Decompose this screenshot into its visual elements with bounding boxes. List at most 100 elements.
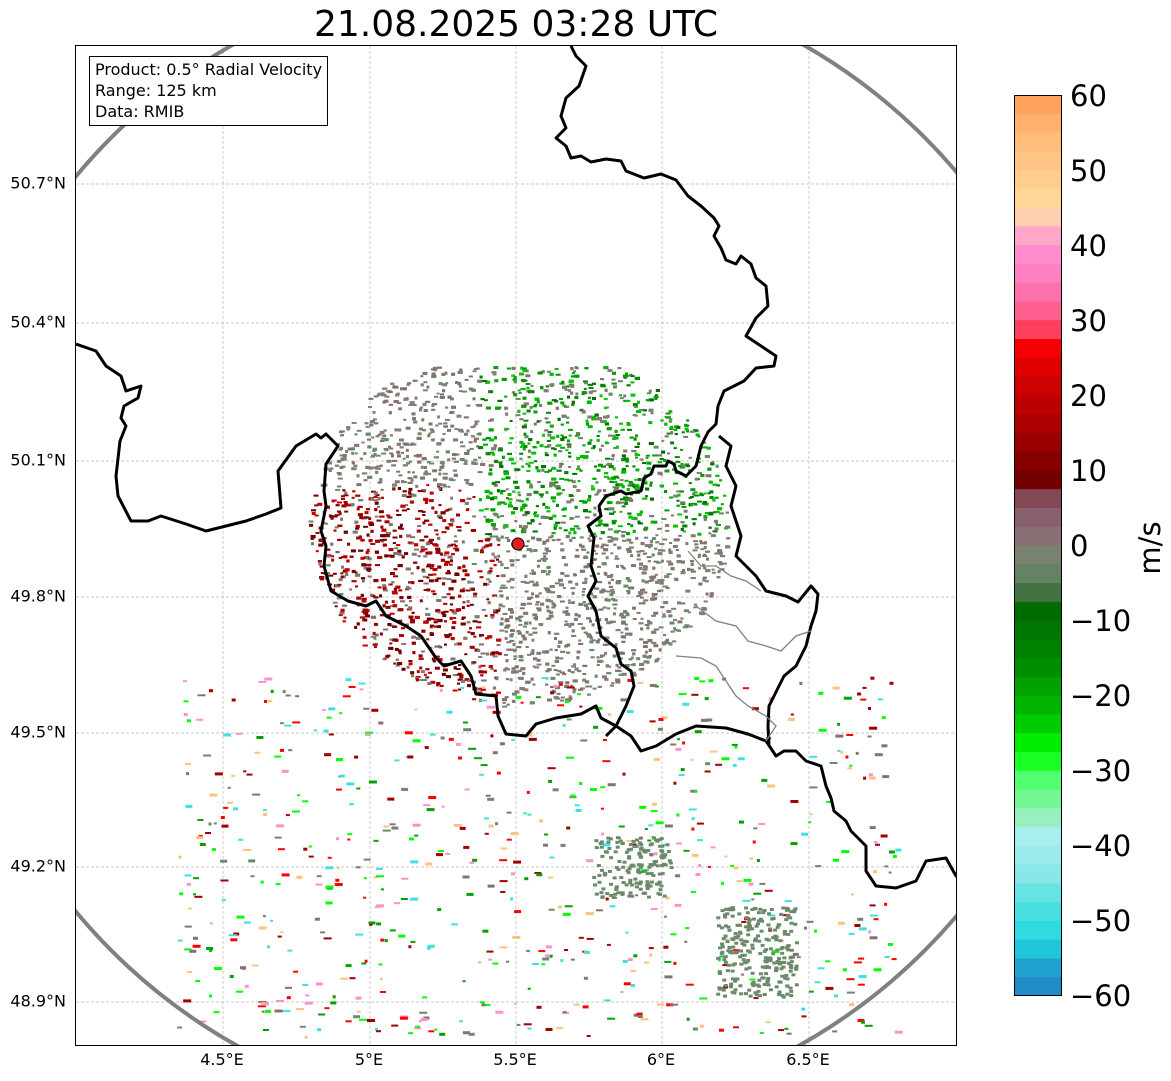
- echo-pixel: [209, 949, 213, 952]
- echo-pixel: [516, 499, 522, 502]
- echo-pixel: [825, 960, 831, 963]
- echo-pixel: [526, 386, 530, 389]
- echo-pixel: [564, 685, 569, 688]
- echo-pixel: [416, 670, 420, 674]
- echo-pixel: [564, 949, 569, 951]
- echo-pixel: [539, 444, 544, 448]
- echo-pixel: [620, 428, 625, 431]
- echo-pixel: [620, 991, 624, 993]
- echo-pixel: [572, 679, 578, 683]
- echo-pixel: [633, 954, 638, 958]
- echo-pixel: [506, 367, 511, 370]
- echo-pixel: [374, 550, 379, 554]
- echo-pixel: [398, 407, 403, 411]
- echo-pixel: [674, 433, 678, 435]
- echo-pixel: [326, 554, 332, 557]
- echo-pixel: [664, 469, 670, 473]
- echo-pixel: [733, 949, 741, 952]
- echo-pixel: [719, 562, 724, 566]
- echo-pixel: [431, 657, 435, 661]
- echo-pixel: [589, 649, 595, 651]
- echo-pixel: [363, 611, 369, 615]
- echo-pixel: [589, 574, 595, 577]
- echo-pixel: [829, 762, 838, 764]
- echo-pixel: [401, 480, 405, 484]
- echo-pixel: [536, 564, 540, 568]
- echo-pixel: [392, 487, 396, 491]
- echo-pixel: [670, 431, 674, 435]
- echo-pixel: [734, 745, 738, 749]
- echo-pixel: [630, 984, 635, 987]
- echo-pixel: [560, 843, 566, 847]
- echo-pixel: [725, 969, 730, 973]
- echo-pixel: [485, 1004, 491, 1006]
- echo-pixel: [626, 384, 631, 387]
- echo-pixel: [801, 832, 809, 836]
- echo-pixel: [634, 446, 640, 448]
- echo-pixel: [326, 572, 330, 574]
- echo-pixel: [723, 494, 727, 497]
- echo-pixel: [565, 449, 569, 452]
- echo-pixel: [555, 373, 561, 376]
- echo-pixel: [504, 503, 507, 505]
- echo-pixel: [430, 680, 436, 684]
- echo-pixel: [433, 544, 439, 547]
- echo-pixel: [292, 810, 300, 813]
- echo-pixel: [361, 579, 365, 583]
- echo-pixel: [376, 904, 385, 908]
- echo-pixel: [470, 435, 475, 438]
- echo-pixel: [438, 382, 443, 386]
- echo-pixel: [516, 646, 522, 649]
- echo-pixel: [568, 625, 572, 628]
- echo-pixel: [439, 461, 445, 465]
- echo-pixel: [532, 446, 536, 448]
- echo-pixel: [795, 941, 799, 945]
- echo-pixel: [565, 756, 574, 759]
- echo-pixel: [514, 468, 520, 472]
- echo-pixel: [564, 620, 568, 623]
- echo-pixel: [293, 970, 299, 973]
- echo-pixel: [573, 663, 576, 666]
- echo-pixel: [695, 433, 700, 437]
- echo-pixel: [402, 490, 407, 493]
- echo-pixel: [505, 476, 511, 480]
- echo-pixel: [529, 580, 535, 583]
- echo-pixel: [545, 662, 550, 666]
- echo-pixel: [654, 396, 658, 400]
- echo-pixel: [444, 562, 448, 566]
- echo-pixel: [708, 679, 714, 683]
- echo-pixel: [499, 594, 504, 598]
- echo-pixel: [504, 626, 510, 629]
- echo-pixel: [756, 911, 761, 915]
- echo-pixel: [673, 961, 677, 965]
- echo-pixel: [667, 452, 670, 455]
- echo-pixel: [564, 623, 567, 626]
- echo-pixel: [874, 753, 883, 757]
- echo-pixel: [622, 959, 628, 963]
- echo-pixel: [613, 475, 619, 478]
- echo-pixel: [557, 417, 561, 421]
- echo-pixel: [459, 675, 464, 679]
- echo-pixel: [771, 936, 776, 940]
- echo-pixel: [840, 750, 844, 754]
- echo-pixel: [427, 541, 433, 545]
- echo-pixel: [503, 668, 507, 672]
- echo-pixel: [334, 514, 340, 517]
- echo-pixel: [643, 641, 649, 644]
- radar-map[interactable]: [75, 45, 957, 1046]
- echo-pixel: [639, 458, 644, 461]
- echo-pixel: [419, 427, 423, 431]
- echo-pixel: [611, 598, 616, 601]
- echo-pixel: [631, 564, 636, 568]
- echo-pixel: [570, 367, 574, 371]
- echo-pixel: [417, 555, 421, 558]
- echo-pixel: [614, 555, 618, 558]
- echo-pixel: [493, 564, 497, 567]
- echo-pixel: [549, 856, 555, 859]
- echo-pixel: [356, 507, 360, 511]
- echo-pixel: [617, 546, 622, 550]
- echo-pixel: [801, 1015, 807, 1018]
- echo-pixel: [339, 454, 343, 457]
- echo-pixel: [577, 623, 583, 625]
- echo-pixel: [733, 977, 738, 981]
